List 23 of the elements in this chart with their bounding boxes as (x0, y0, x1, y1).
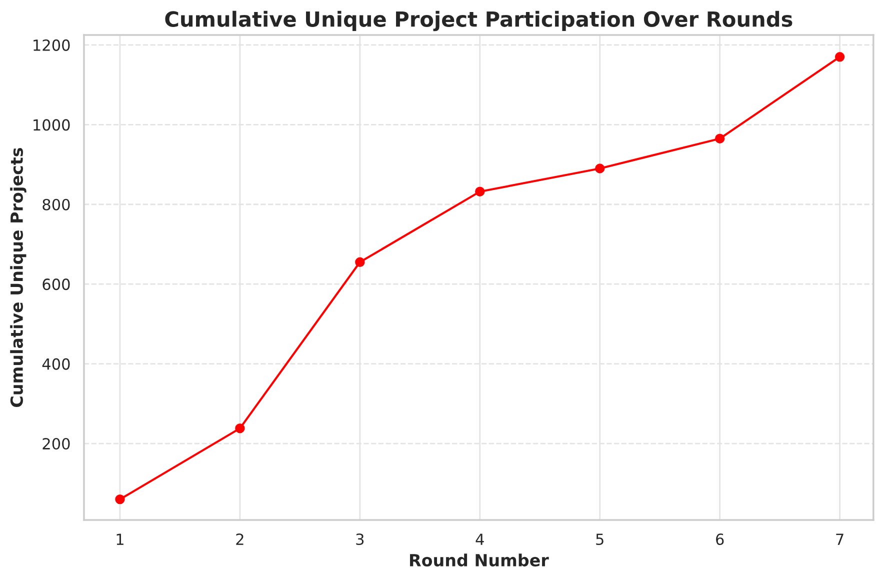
point (594, 164, 605, 174)
point (355, 257, 365, 268)
y-axis-title: Cumulative Unique Projects (10, 148, 26, 407)
x-tick-label: 3 (356, 534, 364, 546)
point (115, 494, 125, 504)
x-tick-label: 4 (476, 534, 484, 545)
x-tick-label: 7 (836, 534, 844, 545)
y-tick-label: 200 (42, 438, 70, 450)
y-tick-label: 1200 (34, 39, 70, 51)
y-tick-label: 1000 (34, 119, 70, 131)
x-tick-label: 5 (596, 534, 604, 546)
point (714, 134, 725, 144)
x-axis-title: Round Number (410, 554, 549, 566)
y-tick-label: 400 (42, 358, 70, 370)
point (235, 424, 245, 434)
chart-title: Cumulative Unique Project Participation Over Rounds (165, 10, 792, 32)
x-tick-label: 1 (116, 534, 124, 545)
x-tick-label: 6 (716, 534, 724, 546)
point (475, 186, 485, 196)
x-tick-label: 2 (236, 534, 244, 545)
y-tick-label: 600 (42, 278, 70, 290)
y-tick-label: 800 (42, 198, 70, 210)
point (834, 52, 845, 62)
